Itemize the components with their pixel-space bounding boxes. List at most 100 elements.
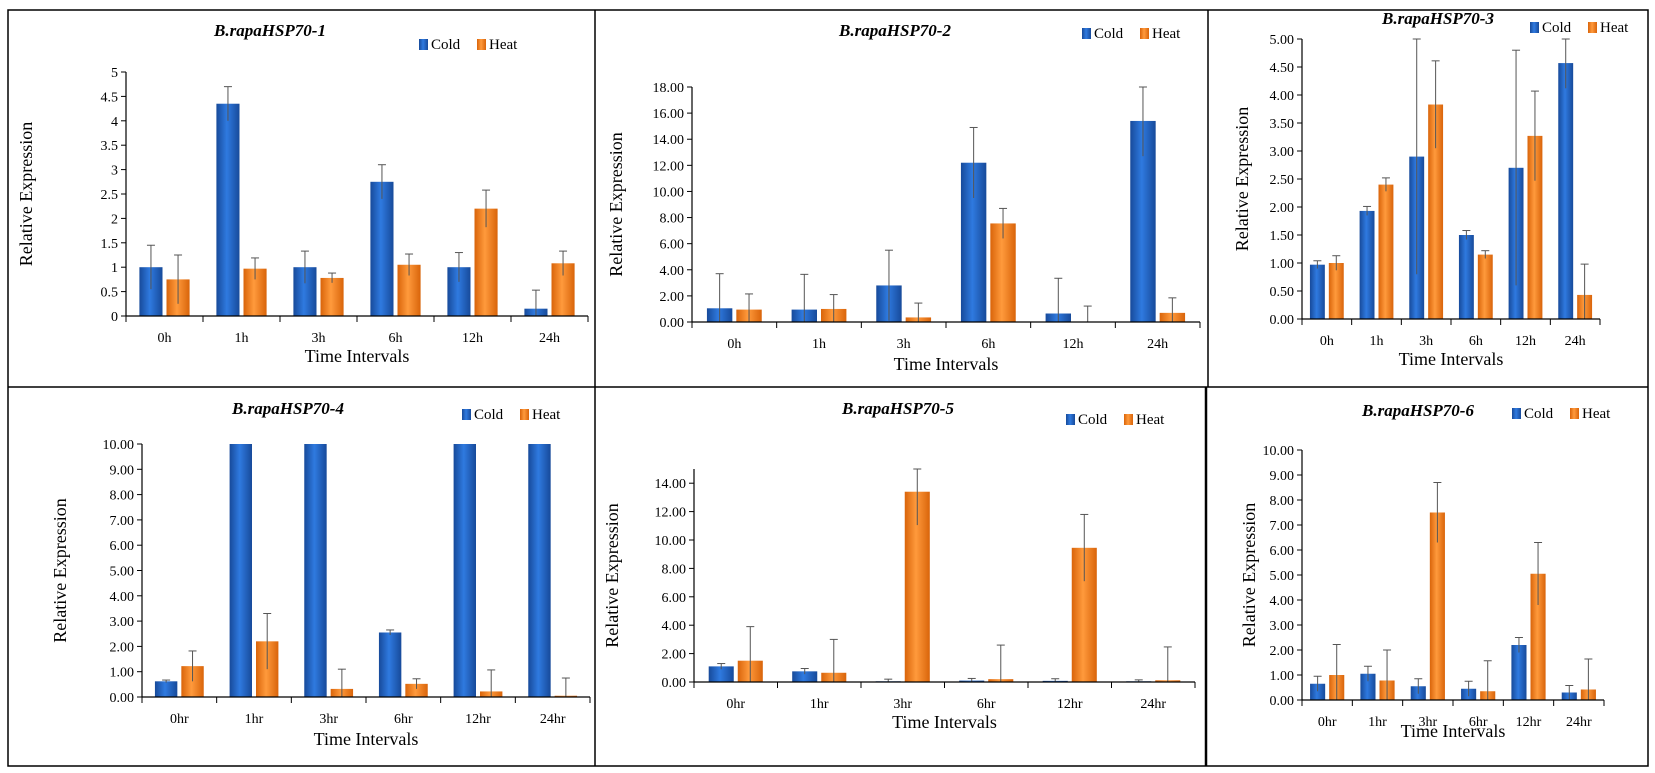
- bar-cold: [1309, 264, 1325, 319]
- bar-cold: [378, 632, 402, 697]
- x-tick-label: 3hr: [319, 712, 338, 727]
- y-tick-label: 0.00: [660, 316, 685, 331]
- y-tick-label: 10.00: [1263, 444, 1295, 459]
- x-axis-label: Time Intervals: [1399, 349, 1504, 369]
- x-tick-label: 6h: [1469, 334, 1483, 349]
- x-tick-label: 24hr: [540, 712, 566, 727]
- x-tick-label: 3hr: [1418, 715, 1437, 730]
- bar-cold: [447, 267, 471, 316]
- legend-swatch-cold: [1066, 414, 1075, 425]
- legend-label-heat: Heat: [1582, 406, 1611, 422]
- y-tick-label: 0.50: [1270, 285, 1295, 300]
- y-axis-label: Relative Expression: [606, 132, 626, 276]
- x-tick-label: 6hr: [1469, 715, 1488, 730]
- legend-label-heat: Heat: [1152, 26, 1181, 42]
- x-tick-label: 6h: [981, 337, 995, 352]
- legend-swatch-heat: [1124, 414, 1133, 425]
- bar-heat: [1428, 104, 1444, 320]
- chart-title: B.rapaHSP70-6: [1361, 401, 1474, 420]
- x-tick-label: 1h: [1370, 334, 1384, 349]
- legend-swatch-heat: [1588, 22, 1597, 33]
- y-tick-label: 2.00: [660, 290, 685, 305]
- y-tick-label: 6.00: [1270, 544, 1295, 559]
- x-axis-label: Time Intervals: [314, 729, 419, 749]
- bar-heat: [1378, 184, 1394, 319]
- bar-cold: [1458, 235, 1474, 319]
- bar-heat: [243, 268, 267, 316]
- legend-label-cold: Cold: [1078, 412, 1108, 428]
- y-tick-label: 5.00: [1270, 569, 1295, 584]
- x-tick-label: 12hr: [1516, 715, 1542, 730]
- x-tick-label: 12h: [462, 331, 483, 346]
- x-axis-label: Time Intervals: [1401, 721, 1506, 741]
- x-tick-label: 12hr: [465, 712, 491, 727]
- y-tick-label: 1.00: [1270, 669, 1295, 684]
- y-tick-label: 4: [111, 115, 118, 130]
- y-tick-label: 6.00: [660, 238, 685, 253]
- x-tick-label: 24h: [1565, 334, 1586, 349]
- legend-swatch-heat: [477, 39, 486, 50]
- y-axis-label: Relative Expression: [1239, 503, 1259, 647]
- bar-heat: [1477, 254, 1493, 319]
- bar-cold: [1360, 673, 1376, 700]
- bar-heat: [474, 208, 498, 316]
- y-tick-label: 1.5: [101, 237, 119, 252]
- x-tick-label: 3hr: [893, 697, 912, 712]
- bar-cold: [1359, 210, 1375, 319]
- bar-heat: [1429, 512, 1445, 700]
- chart-title: B.rapaHSP70-5: [841, 399, 954, 418]
- chart-panel-hsp70-2: B.rapaHSP70-2 Cold Heat 0.00 2.00 4.00 6.00 8.0…: [606, 21, 1201, 374]
- x-tick-label: 0hr: [726, 697, 745, 712]
- y-axis-label: Relative Expression: [1232, 107, 1252, 251]
- x-tick-label: 1h: [235, 331, 249, 346]
- bar-cold: [1310, 683, 1326, 700]
- bar-cold: [792, 671, 818, 682]
- bar-cold: [453, 444, 476, 697]
- y-tick-label: 4.00: [1270, 89, 1295, 104]
- y-tick-label: 2.00: [1270, 644, 1295, 659]
- y-tick-label: 1.50: [1270, 229, 1295, 244]
- chart-title: B.rapaHSP70-2: [838, 21, 951, 40]
- y-tick-label: 8.00: [662, 562, 687, 577]
- y-tick-label: 12.00: [655, 506, 687, 521]
- y-tick-label: 0.00: [1270, 694, 1295, 709]
- bar-heat: [320, 277, 344, 316]
- y-tick-label: 4.00: [660, 264, 685, 279]
- y-tick-label: 0.00: [110, 691, 135, 706]
- y-tick-label: 9.00: [110, 463, 135, 478]
- x-tick-label: 24hr: [1566, 715, 1592, 730]
- x-tick-label: 0h: [1320, 334, 1334, 349]
- y-tick-label: 0.00: [662, 676, 687, 691]
- bar-cold: [370, 181, 394, 316]
- y-tick-label: 10.00: [655, 534, 687, 549]
- x-tick-label: 0hr: [170, 712, 189, 727]
- bar-heat: [551, 263, 575, 316]
- y-axis-label: Relative Expression: [602, 503, 622, 647]
- legend-swatch-cold: [1512, 408, 1521, 419]
- bar-cold: [139, 267, 163, 316]
- legend-swatch-cold: [1082, 28, 1091, 39]
- y-tick-label: 10.00: [103, 438, 135, 453]
- bar-heat: [256, 641, 279, 697]
- x-tick-label: 0hr: [1318, 715, 1337, 730]
- legend-swatch-heat: [1140, 28, 1149, 39]
- bar-cold: [216, 103, 240, 316]
- y-tick-label: 16.00: [653, 107, 685, 122]
- legend-swatch-heat: [520, 409, 529, 420]
- y-tick-label: 6.00: [110, 539, 135, 554]
- legend-label-cold: Cold: [474, 407, 504, 423]
- bar-cold: [154, 681, 178, 697]
- bar-heat: [397, 264, 421, 316]
- x-tick-label: 12h: [1515, 334, 1536, 349]
- x-tick-label: 3h: [312, 331, 326, 346]
- y-tick-label: 2: [111, 212, 118, 227]
- chart-panel-hsp70-6: B.rapaHSP70-6 Cold Heat 0.00 1.00 2.00 3.00 4.0…: [1239, 401, 1611, 741]
- y-tick-label: 10.00: [653, 185, 685, 200]
- legend-swatch-cold: [419, 39, 428, 50]
- y-tick-label: 4.5: [101, 90, 119, 105]
- x-tick-label: 24h: [539, 331, 560, 346]
- legend-label-cold: Cold: [1542, 20, 1572, 36]
- y-tick-label: 8.00: [110, 489, 135, 504]
- y-axis-label: Relative Expression: [16, 122, 36, 266]
- bar-heat: [1527, 135, 1543, 319]
